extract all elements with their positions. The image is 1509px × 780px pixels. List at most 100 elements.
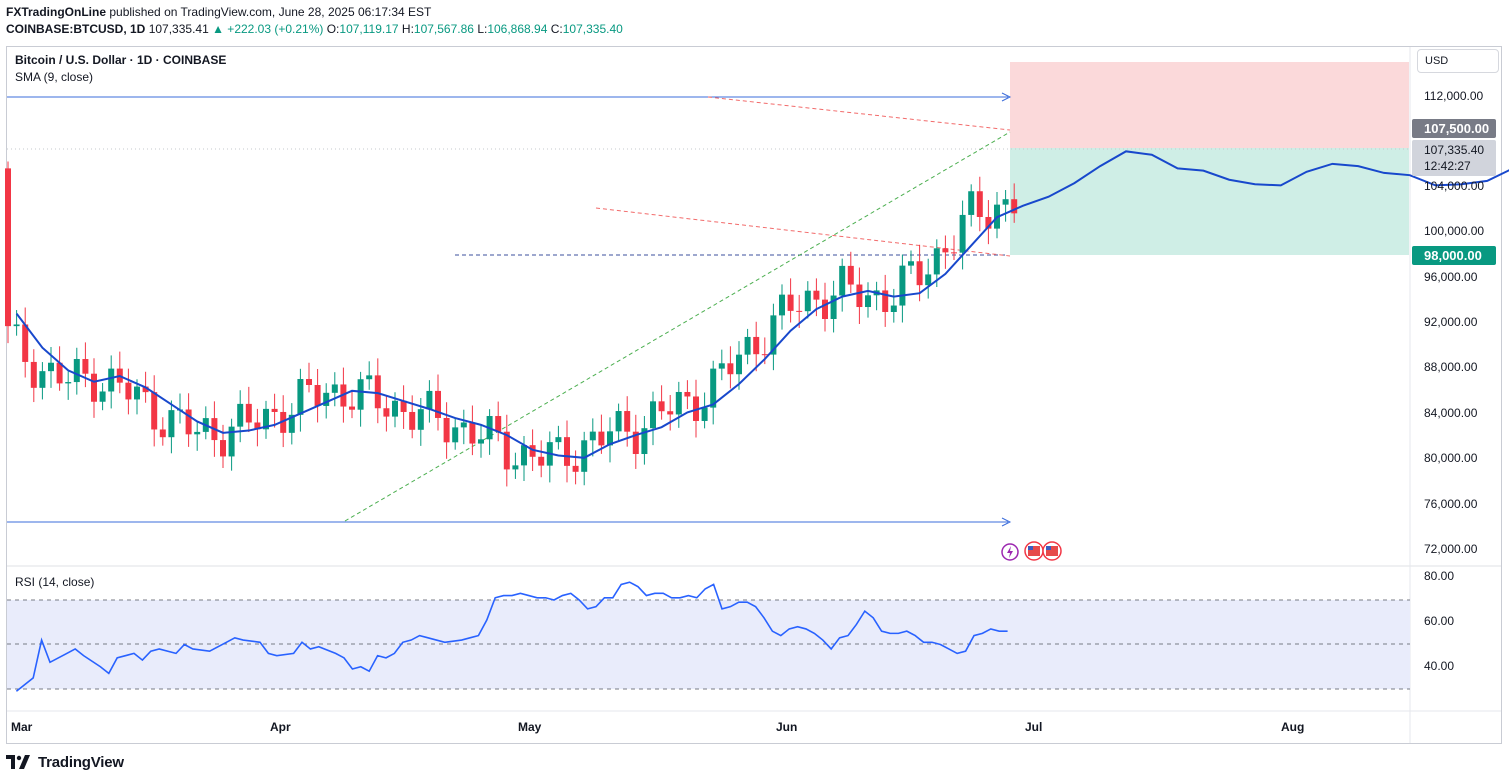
candle-body [564,437,570,466]
candle-body [56,362,63,384]
candle-body [435,390,441,418]
sma-line [15,150,1509,459]
candle-body [306,379,312,385]
candle-body [48,362,54,372]
candle-body [641,428,648,455]
candle-body [30,361,37,388]
candle-body [632,431,639,455]
price-tick: 96,000.00 [1424,270,1478,284]
time-tick: Aug [1281,720,1304,734]
time-tick: Jul [1025,720,1042,734]
publisher-name: FXTradingOnLine [6,5,107,19]
stop-zone[interactable] [1010,148,1409,255]
candle-body [288,414,295,433]
candle-body [538,456,545,466]
candle-body [125,382,132,400]
candle-body [331,384,338,393]
rsi-tick: 80.00 [1424,569,1454,583]
candle-body [589,431,596,441]
price-tick: 72,000.00 [1424,542,1478,556]
candle-body [185,409,192,435]
candle-body [942,248,949,253]
candle-body [194,431,201,435]
time-tick: Jun [776,720,797,734]
events-icon-group[interactable] [1001,541,1062,561]
candle-body [847,265,854,285]
uptrend-line[interactable] [344,131,1011,522]
candle-body [168,410,175,438]
tradingview-logo-icon [6,755,30,769]
candle-body [727,363,734,375]
price-axis[interactable]: 112,000.00 104,000.00 100,000.00 96,000.… [1424,89,1484,556]
open-label: O: [326,22,340,36]
target-zone[interactable] [1010,62,1409,148]
last-price: 107,335.41 [148,22,209,36]
candle-body [478,439,484,444]
candle-body [865,295,871,308]
candle-body [220,440,226,457]
chart-frame [6,46,1502,744]
last-price-label: 107,335.40 [1424,143,1484,157]
currency-button[interactable]: USD [1417,49,1499,73]
candle-body [254,422,261,430]
candle-body [882,290,889,312]
candle-body [452,427,459,443]
lightning-icon [1007,546,1013,558]
high-value: 107,567.86 [413,22,474,36]
sma-legend[interactable]: SMA (9, close) [15,70,94,84]
candle-body [65,382,72,384]
target-price-label: 107,500.00 [1424,121,1489,136]
candle-body [392,400,398,417]
candle-body [684,391,691,397]
candle-body [469,422,476,444]
candle-body [753,336,760,355]
rsi-legend[interactable]: RSI (14, close) [15,575,95,589]
us-flag-stripes [1046,546,1058,556]
candle-body [615,411,622,432]
candle-body [675,391,682,415]
footer-brand[interactable]: TradingView [6,752,124,772]
instrument-legend[interactable]: Bitcoin / U.S. Dollar · 1D · COINBASE [15,53,227,67]
time-tick: Apr [270,720,291,734]
rsi-tick: 60.00 [1424,614,1454,628]
candle-body [951,252,957,254]
us-flag-canton [1046,546,1051,550]
resistance-arrow [1001,92,1012,102]
candle-body [349,406,355,410]
last-price-badge [1412,140,1496,176]
rsi-line [15,581,1008,692]
price-tick: 88,000.00 [1424,360,1478,374]
candle-body [314,384,321,406]
candle-body [323,392,330,406]
candle-body [142,386,149,393]
candle-body [366,375,373,380]
candle-body [280,411,287,433]
high-label: H: [401,22,414,36]
stop-price-badge [1412,246,1496,265]
candle-body [108,368,115,392]
candle-body [159,429,166,438]
candle-body [701,407,708,421]
rsi-axis[interactable]: 80.00 60.00 40.00 [1424,569,1454,673]
price-tick: 104,000.00 [1424,179,1484,193]
channel-top-line[interactable] [707,96,1011,131]
price-tick: 76,000.00 [1424,497,1478,511]
candle-body [890,305,897,312]
candle-body [650,401,656,429]
close-label: C: [550,22,563,36]
candle-body [856,284,863,308]
candle-body [22,324,29,362]
price-tick: 112,000.00 [1424,89,1483,103]
candle-body [976,191,983,217]
candle-body [624,411,631,432]
candle-body [985,216,992,229]
candle-body [503,431,510,470]
candle-body [830,295,837,319]
candle-body [383,408,390,417]
candle-body [228,426,235,457]
close-value: 107,335.40 [562,22,623,36]
time-axis[interactable]: Mar Apr May Jun Jul Aug [11,720,1304,734]
candle-body [899,265,906,306]
candle-body [297,379,304,415]
